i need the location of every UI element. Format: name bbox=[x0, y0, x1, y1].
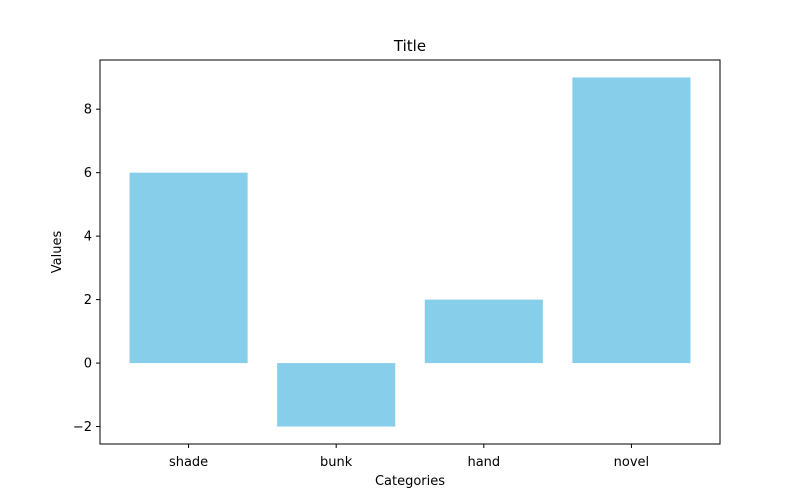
bar-novel bbox=[572, 77, 691, 364]
x-axis-label: Categories bbox=[375, 474, 445, 489]
bars-layer bbox=[129, 77, 691, 427]
plot-frame bbox=[99, 59, 721, 445]
y-tick-label: 8 bbox=[84, 103, 92, 118]
x-tick-label: hand bbox=[467, 455, 500, 470]
x-tick-label: bunk bbox=[320, 455, 353, 470]
x-tick-label: shade bbox=[169, 455, 208, 470]
y-tick-label: 0 bbox=[84, 357, 92, 372]
x-axis-ticks: shade bunk hand novel bbox=[169, 444, 649, 470]
y-axis-ticks: −2 0 2 4 6 8 bbox=[73, 103, 100, 435]
bar-shade bbox=[129, 172, 248, 364]
y-tick-label: −2 bbox=[73, 420, 92, 435]
y-axis-label: Values bbox=[50, 231, 65, 274]
bar-hand bbox=[424, 299, 543, 364]
bar-bunk bbox=[277, 363, 396, 427]
x-tick-label: novel bbox=[614, 455, 650, 470]
y-tick-label: 6 bbox=[84, 166, 92, 181]
y-tick-label: 2 bbox=[84, 293, 92, 308]
chart-title: Title bbox=[393, 37, 426, 55]
y-tick-label: 4 bbox=[84, 230, 92, 245]
